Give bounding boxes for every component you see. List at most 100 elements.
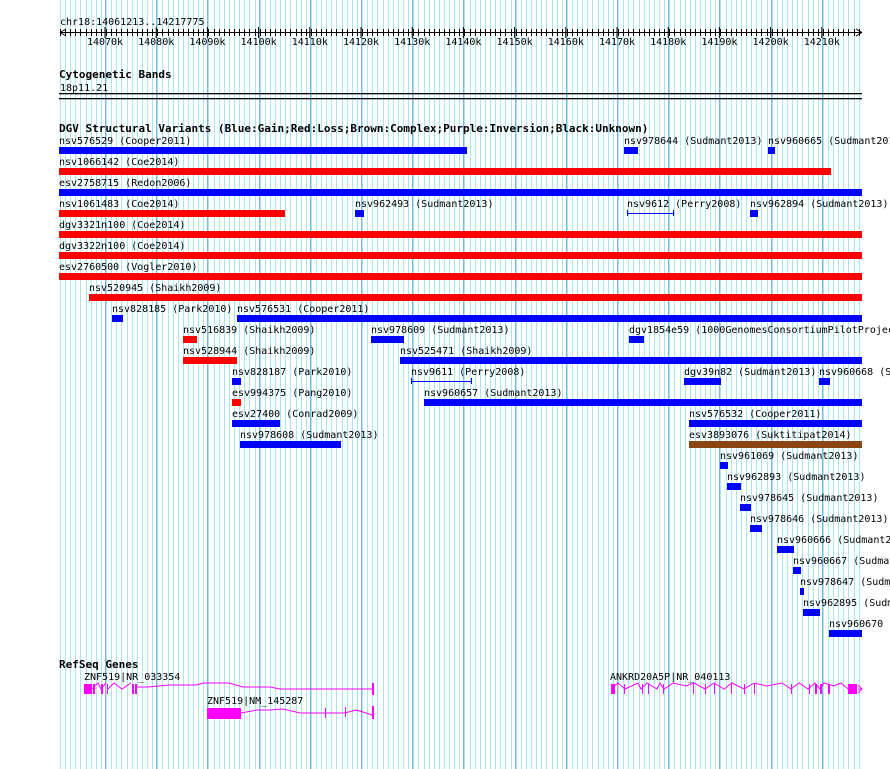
variant-feature[interactable]: nsv528944 (Shaikh2009)	[183, 346, 315, 364]
variant-feature[interactable]: nsv576532 (Cooper2011)	[689, 409, 862, 427]
variant-bar[interactable]	[355, 210, 364, 217]
variant-feature[interactable]: esv2760500 (Vogler2010)	[59, 262, 862, 280]
variant-feature[interactable]: nsv978645 (Sudmant2013)	[740, 493, 878, 511]
variant-feature[interactable]: dgv3322n100 (Coe2014)	[59, 241, 862, 259]
variant-span-line[interactable]	[627, 210, 674, 216]
variant-feature[interactable]: nsv960668 (Sudmant2013)	[819, 367, 890, 385]
variant-bar[interactable]	[59, 252, 862, 259]
gene-feature[interactable]: ZNF519|NR_033354	[84, 672, 374, 695]
variant-feature[interactable]: nsv1066142 (Coe2014)	[59, 157, 831, 175]
variant-feature[interactable]: nsv978608 (Sudmant2013)	[240, 430, 378, 448]
variant-feature[interactable]: esv2758715 (Redon2006)	[59, 178, 862, 196]
variant-feature[interactable]: esv27400 (Conrad2009)	[232, 409, 358, 427]
variant-bar[interactable]	[183, 336, 197, 343]
variant-bar[interactable]	[232, 378, 241, 385]
variant-bar[interactable]	[89, 294, 862, 301]
variant-feature[interactable]: nsv525471 (Shaikh2009)	[400, 346, 862, 364]
variant-feature[interactable]: nsv978644 (Sudmant2013)	[624, 136, 762, 154]
variant-bar[interactable]	[237, 315, 862, 322]
variant-label: nsv1066142 (Coe2014)	[59, 157, 179, 168]
variant-feature[interactable]: dgv39n82 (Sudmant2013)	[684, 367, 816, 385]
variant-feature[interactable]: nsv962894 (Sudmant2013)	[750, 199, 888, 217]
variant-bar[interactable]	[240, 441, 341, 448]
variant-feature[interactable]: nsv962893 (Sudmant2013)	[727, 472, 865, 490]
variant-bar[interactable]	[750, 210, 758, 217]
variant-feature[interactable]: nsv960666 (Sudmant2013)	[777, 535, 890, 553]
variant-bar[interactable]	[183, 357, 237, 364]
variant-feature[interactable]: dgv1854e59 (1000GenomesConsortiumPilotPr…	[629, 325, 890, 343]
variant-feature[interactable]: nsv962895 (Sudmant2013)	[803, 598, 890, 616]
gene-label: ANKRD20A5P|NR_040113	[610, 672, 730, 683]
variant-bar[interactable]	[768, 147, 775, 154]
variant-bar[interactable]	[684, 378, 721, 385]
variant-bar[interactable]	[727, 483, 741, 490]
cytoband-track-title[interactable]: Cytogenetic Bands	[59, 68, 172, 81]
ruler-tick-label: 14090k	[189, 37, 225, 48]
variant-feature[interactable]: nsv576529 (Cooper2011)	[59, 136, 467, 154]
variant-bar[interactable]	[819, 378, 830, 385]
variant-label: nsv962493 (Sudmant2013)	[355, 199, 493, 210]
dgv-track: nsv576529 (Cooper2011) nsv978644 (Sudmant…	[59, 136, 890, 637]
variant-feature[interactable]: nsv9611 (Perry2008)	[411, 367, 525, 384]
variant-feature[interactable]: nsv1061483 (Coe2014)	[59, 199, 285, 217]
variant-feature[interactable]: nsv520945 (Shaikh2009)	[89, 283, 862, 301]
variant-feature[interactable]: nsv960657 (Sudmant2013)	[424, 388, 862, 406]
variant-bar[interactable]	[803, 609, 820, 616]
variant-feature[interactable]: nsv960667 (Sudmant2013)	[793, 556, 890, 574]
variant-feature[interactable]: nsv516839 (Shaikh2009)	[183, 325, 315, 343]
variant-bar[interactable]	[740, 504, 751, 511]
gene-feature[interactable]: ZNF519|NM_145287	[207, 696, 374, 719]
dgv-track-title[interactable]: DGV Structural Variants (Blue:Gain;Red:L…	[59, 122, 648, 135]
variant-bar[interactable]	[59, 168, 831, 175]
variant-bar[interactable]	[400, 357, 862, 364]
variant-feature[interactable]: nsv961069 (Sudmant2013)	[720, 451, 858, 469]
variant-bar[interactable]	[232, 420, 280, 427]
variant-bar[interactable]	[59, 273, 862, 280]
variant-bar[interactable]	[59, 147, 467, 154]
variant-bar[interactable]	[112, 315, 123, 322]
variant-bar[interactable]	[232, 399, 241, 406]
variant-bar[interactable]	[59, 231, 862, 238]
variant-bar[interactable]	[800, 588, 804, 595]
variant-bar[interactable]	[624, 147, 638, 154]
variant-label: nsv978645 (Sudmant2013)	[740, 493, 878, 504]
variant-feature[interactable]: nsv828185 (Park2010)	[112, 304, 232, 322]
variant-bar[interactable]	[371, 336, 404, 343]
variant-bar[interactable]	[793, 567, 801, 574]
refseq-track-title[interactable]: RefSeq Genes	[59, 658, 138, 671]
variant-feature[interactable]: nsv962493 (Sudmant2013)	[355, 199, 493, 217]
variant-feature[interactable]: nsv960670	[829, 619, 883, 637]
ruler[interactable]: 14070k 14080k 14090k 14100k 14110k 14120k 1413…	[59, 27, 863, 48]
variant-feature[interactable]: nsv9612 (Perry2008)	[627, 199, 741, 216]
gene-exon	[754, 684, 755, 694]
variant-feature[interactable]: nsv960665 (Sudmant2013)	[768, 136, 890, 154]
variant-bar[interactable]	[829, 630, 862, 637]
variant-bar[interactable]	[59, 210, 285, 217]
variant-bar[interactable]	[629, 336, 644, 343]
variant-feature[interactable]: esv994375 (Pang2010)	[232, 388, 352, 406]
variant-bar[interactable]	[750, 525, 762, 532]
variant-feature[interactable]: esv3893076 (Suktitipat2014)	[689, 430, 862, 448]
cytoband-bar[interactable]	[59, 93, 862, 95]
variant-feature[interactable]: nsv828187 (Park2010)	[232, 367, 352, 385]
variant-bar[interactable]	[59, 189, 862, 196]
cytoband-label: 18p11.21	[60, 83, 108, 94]
variant-feature[interactable]: dgv3321n100 (Coe2014)	[59, 220, 862, 238]
variant-label: nsv960670	[829, 619, 883, 630]
variant-bar[interactable]	[777, 546, 794, 553]
variant-feature[interactable]: nsv576531 (Cooper2011)	[237, 304, 862, 322]
variant-bar[interactable]	[720, 462, 728, 469]
variant-feature[interactable]: nsv978609 (Sudmant2013)	[371, 325, 509, 343]
variant-bar[interactable]	[689, 420, 862, 427]
gene-label: ZNF519|NR_033354	[84, 672, 180, 683]
variant-span-line[interactable]	[411, 378, 472, 384]
variant-bar[interactable]	[424, 399, 862, 406]
variant-feature[interactable]: nsv978647 (Sudmant2013)	[800, 577, 890, 595]
variant-bar[interactable]	[689, 441, 862, 448]
cytoband-bar-lower	[59, 98, 862, 100]
variant-label: nsv962894 (Sudmant2013)	[750, 199, 888, 210]
gene-feature[interactable]: ANKRD20A5P|NR_040113	[610, 672, 863, 694]
gene-exon	[705, 684, 706, 694]
variant-feature[interactable]: nsv978646 (Sudmant2013)	[750, 514, 888, 532]
